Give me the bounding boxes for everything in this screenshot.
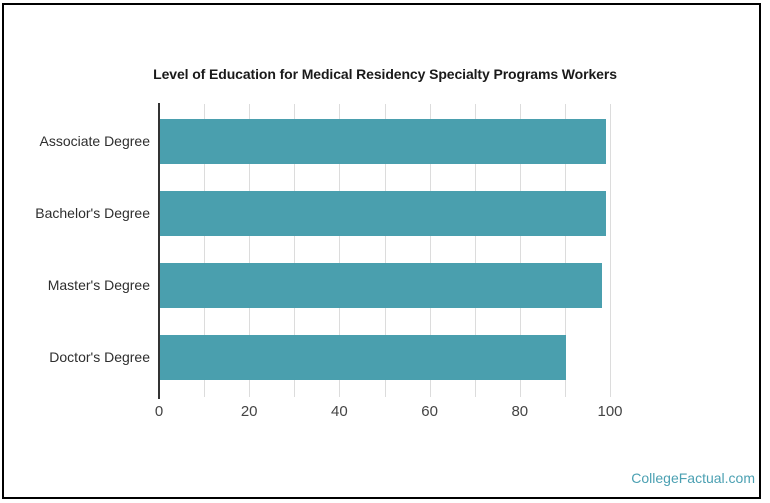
chart-title: Level of Education for Medical Residency…: [153, 66, 617, 82]
y-axis-line: [158, 103, 160, 399]
gridline: [249, 104, 251, 397]
gridline: [204, 104, 206, 397]
gridline: [519, 104, 521, 397]
gridline: [339, 104, 341, 397]
gridline: [294, 104, 296, 397]
gridline: [429, 104, 431, 397]
chart-border-frame: [2, 3, 761, 499]
gridline: [474, 104, 476, 397]
bar-bachelor-s-degree[interactable]: [160, 191, 607, 236]
gridline: [610, 104, 611, 397]
bar-doctor-s-degree[interactable]: [160, 335, 566, 380]
gridlines: [159, 104, 611, 397]
bars-layer: [160, 105, 660, 398]
watermark-link[interactable]: CollegeFactual.com: [631, 470, 755, 486]
gridline: [564, 104, 566, 397]
bar-associate-degree[interactable]: [160, 119, 607, 164]
bar-master-s-degree[interactable]: [160, 263, 602, 308]
gridline: [384, 104, 386, 397]
